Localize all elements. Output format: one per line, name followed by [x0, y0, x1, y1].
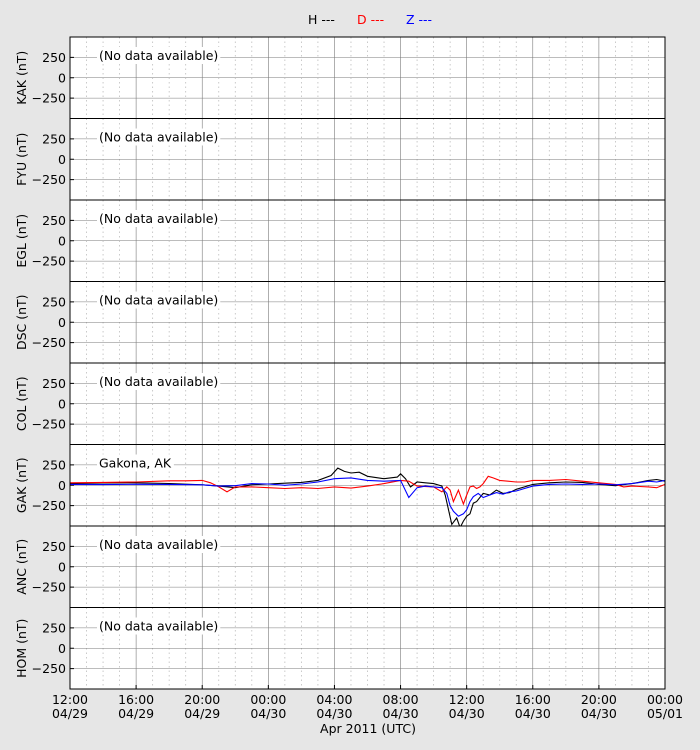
panel-note: (No data available) [99, 130, 218, 145]
panel-note-background [97, 210, 221, 227]
panel-note: Gakona, AK [99, 456, 172, 471]
x-tick-date: 04/30 [581, 706, 617, 721]
x-tick-time: 00:00 [250, 692, 286, 707]
legend-entry-0: H --- [308, 12, 335, 27]
panel-note: (No data available) [99, 48, 218, 63]
x-axis: 12:0004/2916:0004/2920:0004/2900:0004/30… [52, 685, 683, 721]
y-tick-label: −250 [32, 172, 66, 187]
series-line-D [70, 475, 665, 506]
y-tick-label: 0 [58, 233, 66, 248]
y-axis-label: ANC (nT) [14, 539, 29, 595]
series-line-Z [70, 477, 665, 517]
panel-note: (No data available) [99, 374, 218, 389]
x-tick-time: 20:00 [184, 692, 220, 707]
x-tick-date: 04/30 [250, 706, 286, 721]
panel-5: 250 0 −250 Gakona, AK GAK (nT) [14, 444, 666, 527]
y-axis-label: HOM (nT) [14, 619, 29, 678]
y-tick-label: 0 [58, 315, 66, 330]
panel-3: 250 0 −250 (No data available) DSC (nT) [14, 281, 666, 364]
y-axis-label: GAK (nT) [14, 457, 29, 513]
panel-note: (No data available) [99, 537, 218, 552]
y-tick-label: 0 [58, 641, 66, 656]
x-tick-date: 04/29 [118, 706, 154, 721]
y-axis-label: EGL (nT) [14, 214, 29, 268]
y-axis-label: KAK (nT) [14, 51, 29, 105]
panel-note: (No data available) [99, 293, 218, 308]
y-axis-label: COL (nT) [14, 376, 29, 431]
y-tick-label: −250 [32, 580, 66, 595]
y-tick-label: −250 [32, 498, 66, 513]
panel-4: 250 0 −250 (No data available) COL (nT) [14, 362, 666, 445]
y-tick-label: −250 [32, 335, 66, 350]
y-tick-label: −250 [32, 254, 66, 269]
panel-note-background [97, 536, 221, 553]
panel-note-background [97, 291, 221, 309]
y-tick-label: 0 [58, 70, 66, 85]
panel-note: (No data available) [99, 211, 218, 226]
y-tick-label: 250 [42, 620, 66, 635]
x-tick-time: 08:00 [383, 692, 419, 707]
panel-frame [69, 607, 666, 690]
y-tick-label: 250 [42, 131, 66, 146]
y-tick-label: −250 [32, 661, 66, 676]
y-tick-label: 250 [42, 213, 66, 228]
chart-panels: 250 0 −250 (No data available) KAK (nT) 250 0 −… [14, 36, 666, 690]
y-tick-label: 0 [58, 559, 66, 574]
y-tick-label: 250 [42, 376, 66, 391]
y-tick-label: 0 [58, 396, 66, 411]
x-tick-date: 05/01 [647, 706, 683, 721]
legend-entry-1: D --- [357, 12, 384, 27]
y-tick-label: 250 [42, 539, 66, 554]
legend: H --- D --- Z --- [308, 12, 432, 27]
x-tick-date: 04/30 [449, 706, 485, 721]
y-tick-label: 250 [42, 294, 66, 309]
x-tick-time: 16:00 [118, 692, 154, 707]
x-tick-time: 00:00 [647, 692, 683, 707]
y-tick-label: −250 [32, 91, 66, 106]
legend-entry-2: Z --- [406, 12, 432, 27]
x-tick-date: 04/30 [383, 706, 419, 721]
panel-2: 250 0 −250 (No data available) EGL (nT) [14, 199, 666, 282]
x-tick-time: 12:00 [52, 692, 88, 707]
x-tick-time: 20:00 [581, 692, 617, 707]
x-tick-time: 04:00 [316, 692, 352, 707]
x-tick-date: 04/29 [52, 706, 88, 721]
panel-1: 250 0 −250 (No data available) FYU (nT) [14, 118, 666, 201]
panel-note-background [97, 47, 221, 64]
panel-note-background [97, 454, 174, 472]
x-tick-time: 16:00 [515, 692, 551, 707]
x-tick-date: 04/30 [515, 706, 551, 721]
panel-6: 250 0 −250 (No data available) ANC (nT) [14, 525, 666, 608]
panel-note-background [97, 617, 221, 635]
panel-0: 250 0 −250 (No data available) KAK (nT) [14, 36, 666, 119]
x-axis-label: Apr 2011 (UTC) [320, 721, 416, 736]
x-tick-date: 04/29 [184, 706, 220, 721]
x-tick-time: 12:00 [449, 692, 485, 707]
y-tick-label: 0 [58, 478, 66, 493]
y-axis-label: DSC (nT) [14, 294, 29, 350]
panel-note-background [97, 128, 221, 146]
panel-note-background [97, 373, 221, 390]
y-axis-label: FYU (nT) [14, 133, 29, 186]
panel-7: 250 0 −250 (No data available) HOM (nT) [14, 607, 666, 690]
panel-note: (No data available) [99, 619, 218, 634]
x-tick-date: 04/30 [316, 706, 352, 721]
y-tick-label: 250 [42, 457, 66, 472]
y-tick-label: 0 [58, 152, 66, 167]
y-tick-label: −250 [32, 417, 66, 432]
y-tick-label: 250 [42, 50, 66, 65]
